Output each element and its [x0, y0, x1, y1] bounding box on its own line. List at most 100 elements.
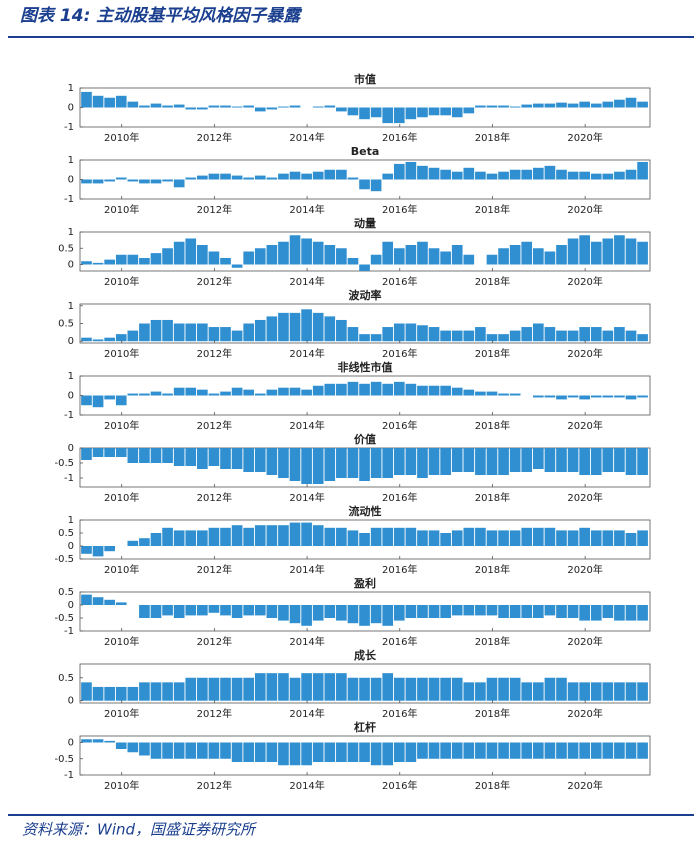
bar	[382, 605, 394, 626]
bar	[614, 742, 625, 759]
bar	[440, 533, 451, 546]
bar	[336, 742, 347, 762]
bar	[347, 530, 359, 546]
bar	[637, 448, 648, 475]
bar	[579, 527, 590, 546]
bar	[162, 527, 173, 546]
bar	[405, 677, 417, 701]
y-tick-label: -0.5	[54, 554, 74, 565]
bar	[451, 530, 463, 546]
bar	[417, 385, 428, 396]
bar	[92, 597, 104, 605]
bar	[637, 241, 648, 265]
x-tick-label: 2010年	[104, 347, 139, 360]
bar	[382, 527, 394, 546]
bar	[393, 677, 405, 701]
x-tick-label: 2014年	[289, 419, 324, 432]
bar	[266, 107, 278, 110]
bar	[498, 334, 509, 342]
bar	[162, 319, 173, 342]
bar	[370, 742, 382, 766]
bar	[359, 742, 370, 762]
bar	[359, 264, 370, 271]
bar	[393, 248, 405, 265]
bar	[301, 173, 312, 180]
y-tick-label: -1	[64, 122, 74, 133]
bar	[312, 171, 324, 180]
bar	[289, 448, 301, 481]
bar	[312, 106, 324, 108]
figure-title: 图表 14: 主动股基平均风格因子暴露	[20, 6, 303, 26]
bar	[115, 602, 127, 605]
bar	[150, 253, 162, 265]
x-tick-label: 2012年	[197, 419, 232, 432]
panel-title: 盈利	[353, 576, 376, 590]
x-tick-label: 2010年	[104, 275, 139, 288]
bar	[532, 103, 544, 108]
x-tick-label: 2012年	[197, 347, 232, 360]
bar	[382, 107, 394, 124]
bar	[104, 97, 115, 108]
bar	[556, 102, 567, 108]
bar	[463, 107, 475, 114]
x-tick-label: 2010年	[104, 419, 139, 432]
bar	[243, 389, 255, 396]
bar	[556, 169, 567, 180]
x-tick-label: 2020年	[567, 347, 602, 360]
y-tick-label: 1	[68, 155, 74, 166]
bar	[428, 742, 440, 759]
x-tick-label: 2014年	[289, 563, 324, 576]
bar	[579, 171, 590, 180]
bar	[486, 605, 498, 616]
bar	[556, 742, 567, 759]
bar	[278, 525, 289, 546]
bar	[625, 682, 637, 701]
bar	[289, 105, 301, 108]
bar	[463, 254, 475, 265]
bar	[637, 605, 648, 621]
x-tick-label: 2018年	[475, 707, 510, 720]
x-tick-label: 2018年	[475, 779, 510, 792]
bar	[475, 105, 486, 108]
bar	[197, 389, 208, 396]
y-tick-label: 0	[68, 391, 74, 402]
bar	[625, 742, 637, 759]
bar	[602, 448, 614, 472]
bar	[92, 448, 104, 457]
bar	[440, 107, 451, 116]
bar	[289, 235, 301, 265]
bar	[289, 522, 301, 546]
bar	[544, 677, 556, 701]
y-tick-label: 0	[68, 600, 74, 611]
bar	[428, 530, 440, 546]
bar	[324, 383, 336, 396]
bar	[324, 169, 336, 180]
bar	[463, 167, 475, 180]
bar	[590, 103, 602, 108]
bar	[336, 605, 347, 621]
bar	[451, 387, 463, 396]
bar	[486, 677, 498, 701]
bar	[475, 327, 486, 342]
bar	[150, 319, 162, 342]
bar	[231, 387, 243, 396]
bar	[440, 605, 451, 618]
bar	[266, 525, 278, 546]
bar	[463, 742, 475, 759]
bar	[370, 448, 382, 478]
bar	[579, 235, 590, 265]
bar	[115, 334, 127, 342]
x-tick-label: 2018年	[475, 203, 510, 216]
bar	[197, 742, 208, 759]
bar	[498, 393, 509, 396]
bar	[336, 448, 347, 478]
bar	[614, 448, 625, 472]
axes-box	[79, 591, 651, 632]
bar	[81, 337, 92, 342]
bar	[220, 173, 231, 180]
bar	[393, 605, 405, 621]
bar	[301, 309, 312, 342]
bar	[92, 686, 104, 701]
bar	[556, 245, 567, 265]
bar	[532, 448, 544, 469]
